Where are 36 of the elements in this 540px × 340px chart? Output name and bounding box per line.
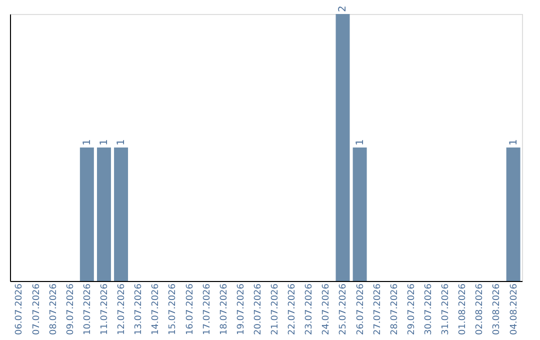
data-label: 2	[338, 6, 349, 12]
x-tick-label: 27.07.2026	[372, 283, 383, 336]
x-tick-label: 23.07.2026	[304, 283, 315, 336]
x-tick-label: 04.08.2026	[509, 283, 520, 336]
x-tick-label: 21.07.2026	[270, 283, 281, 336]
x-tick-label: 31.07.2026	[441, 283, 452, 336]
x-tick-label: 24.07.2026	[322, 283, 332, 336]
x-tick-label: 06.07.2026	[14, 283, 25, 336]
x-tick-label: 09.07.2026	[66, 283, 76, 336]
x-tick-label: 10.07.2026	[82, 283, 93, 336]
data-label: 1	[354, 139, 366, 146]
x-tick-label: 07.07.2026	[32, 283, 42, 336]
x-tick-label: 19.07.2026	[236, 283, 246, 336]
x-tick-label: 22.07.2026	[288, 283, 298, 336]
x-tick-label: 13.07.2026	[134, 283, 144, 336]
x-tick-label: 02.08.2026	[475, 283, 486, 336]
x-tick-label: 18.07.2026	[219, 283, 230, 336]
x-tick-label: 11.07.2026	[100, 283, 110, 336]
x-tick-label: 15.07.2026	[168, 283, 178, 336]
x-tick-label: 01.08.2026	[458, 283, 468, 336]
data-label: 1	[508, 139, 520, 146]
x-tick-label: 20.07.2026	[253, 283, 264, 336]
x-tick-label: 16.07.2026	[185, 283, 196, 336]
data-label: 1	[98, 139, 110, 146]
x-tick-label: 03.08.2026	[492, 283, 502, 336]
x-tick-label: 29.07.2026	[406, 283, 417, 336]
x-tick-label: 08.07.2026	[48, 283, 59, 336]
x-tick-label: 25.07.2026	[338, 283, 349, 336]
x-tick-label: 12.07.2026	[117, 283, 128, 336]
x-tick-label: 26.07.2026	[356, 283, 366, 336]
x-tick-label: 30.07.2026	[424, 283, 434, 336]
data-label: 1	[82, 139, 93, 146]
x-tick-label: 28.07.2026	[390, 283, 400, 336]
data-label: 1	[116, 139, 128, 146]
x-tick-label: 17.07.2026	[202, 283, 212, 336]
x-tick-label: 14.07.2026	[151, 283, 162, 336]
